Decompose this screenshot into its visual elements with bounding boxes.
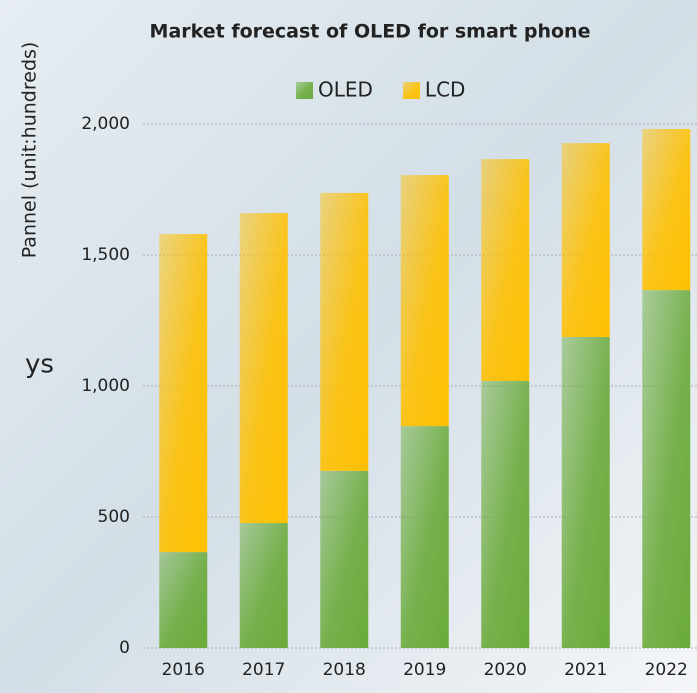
bar-segment <box>239 523 288 648</box>
bar-segment <box>481 381 530 648</box>
legend-swatch <box>296 82 313 99</box>
bar-segment <box>159 234 208 553</box>
y-tick-label: 500 <box>98 507 130 527</box>
bar-segment <box>400 175 449 427</box>
x-tick-label: 2016 <box>162 660 205 680</box>
bar-segment <box>481 159 530 382</box>
bar-segment <box>561 143 610 338</box>
x-tick-label: 2018 <box>323 660 366 680</box>
x-tick-label: 2020 <box>484 660 527 680</box>
x-tick-label: 2022 <box>645 660 688 680</box>
bar-segment <box>320 192 369 471</box>
bar-segment <box>561 337 610 648</box>
y-axis-label: Pannel (unit:hundreds) <box>19 42 41 259</box>
x-tick-label: 2019 <box>403 660 446 680</box>
bar-segment <box>159 552 208 648</box>
legend-label: LCD <box>425 78 466 102</box>
y-tick-label: 2,000 <box>81 114 130 134</box>
y-tick-label: 1,500 <box>81 245 130 265</box>
x-tick-label: 2021 <box>564 660 607 680</box>
bar-segment <box>642 290 691 648</box>
bar-segment <box>642 128 691 291</box>
y-tick-label: 0 <box>119 638 130 658</box>
y-tick-label: 1,000 <box>81 376 130 396</box>
chart-title: Market forecast of OLED for smart phone <box>150 21 591 43</box>
bar-segment <box>400 426 449 648</box>
x-tick-label: 2017 <box>242 660 285 680</box>
legend-swatch <box>402 82 420 99</box>
bar-segment <box>320 470 369 648</box>
legend-label: OLED <box>318 78 373 102</box>
background-text: ys <box>25 350 54 380</box>
bar-segment <box>239 213 288 524</box>
